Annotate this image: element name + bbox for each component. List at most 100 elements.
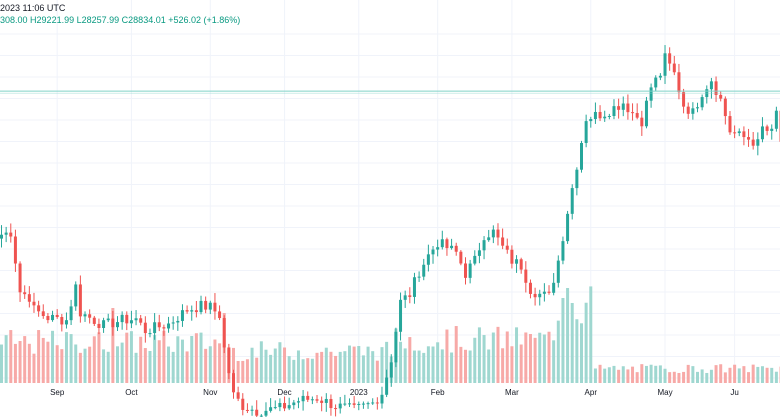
volume-bar bbox=[287, 356, 291, 383]
x-tick-label: Sep bbox=[50, 388, 65, 397]
volume-bar bbox=[584, 302, 588, 383]
volume-bar bbox=[477, 327, 481, 383]
candle-body bbox=[74, 284, 78, 307]
candle-body bbox=[218, 311, 222, 319]
candle-body bbox=[598, 111, 602, 119]
volume-bar bbox=[139, 336, 143, 383]
volume-bar bbox=[635, 372, 639, 383]
candle-body bbox=[556, 260, 560, 283]
volume-bar bbox=[176, 336, 180, 383]
candle-body bbox=[524, 269, 528, 283]
candle-body bbox=[719, 94, 723, 99]
candle-body bbox=[584, 121, 588, 143]
candle-body bbox=[157, 322, 161, 328]
candle-body bbox=[232, 373, 235, 393]
volume-bar bbox=[338, 351, 342, 383]
volume-bar bbox=[450, 352, 454, 383]
candle-body bbox=[649, 87, 653, 101]
candle-body bbox=[477, 250, 481, 256]
volume-bar bbox=[375, 360, 379, 383]
volume-bar bbox=[60, 349, 64, 383]
volume-bar bbox=[92, 336, 96, 383]
x-tick-label: Feb bbox=[431, 388, 445, 397]
candle-body bbox=[403, 295, 407, 300]
candle-body bbox=[139, 318, 143, 323]
volume-bar bbox=[185, 351, 189, 383]
candle-body bbox=[709, 81, 713, 90]
volume-bar bbox=[69, 334, 73, 383]
volume-bar bbox=[510, 346, 514, 383]
candle-body bbox=[760, 126, 764, 140]
candle-body bbox=[143, 322, 147, 334]
volume-bar bbox=[361, 355, 365, 383]
candle-body bbox=[352, 403, 356, 405]
volume-bar bbox=[153, 335, 157, 383]
candle-body bbox=[487, 237, 491, 241]
candle-body bbox=[612, 106, 616, 116]
candle-body bbox=[426, 254, 430, 265]
volume-bar bbox=[162, 330, 166, 383]
volume-bar bbox=[747, 372, 751, 383]
volume-bar bbox=[241, 360, 245, 383]
volume-bar bbox=[626, 369, 630, 383]
volume-bar bbox=[426, 346, 430, 383]
volume-bar bbox=[528, 333, 532, 383]
candle-body bbox=[306, 395, 310, 400]
candle-body bbox=[580, 142, 583, 170]
volume-bar bbox=[751, 364, 755, 383]
candle-body bbox=[259, 415, 263, 417]
volume-bar bbox=[524, 332, 528, 383]
volume-bar bbox=[496, 326, 500, 383]
candle-body bbox=[269, 407, 273, 411]
volume-bar bbox=[129, 331, 133, 383]
candle-body bbox=[440, 239, 444, 248]
volume-bar bbox=[696, 371, 699, 383]
volume-bar bbox=[468, 350, 472, 383]
candle-body bbox=[728, 116, 732, 133]
volume-bar bbox=[352, 346, 356, 383]
candle-body bbox=[640, 117, 644, 127]
candle-body bbox=[283, 402, 287, 409]
candle-body bbox=[751, 139, 755, 146]
candle-body bbox=[631, 112, 635, 114]
volume-bar bbox=[765, 367, 769, 383]
volume-bar bbox=[621, 366, 625, 383]
volume-bar bbox=[519, 344, 523, 383]
candle-body bbox=[431, 249, 435, 255]
volume-bar bbox=[714, 365, 718, 383]
candle-body bbox=[102, 320, 106, 328]
volume-bar bbox=[705, 372, 709, 383]
candle-body bbox=[23, 292, 27, 295]
volume-bar bbox=[631, 366, 635, 383]
volume-bar bbox=[756, 366, 760, 383]
candle-body bbox=[570, 188, 574, 214]
candle-body bbox=[533, 293, 537, 298]
candle-body bbox=[663, 53, 667, 76]
volume-bar bbox=[357, 346, 361, 383]
volume-bar bbox=[371, 351, 375, 383]
volume-bar bbox=[380, 347, 384, 383]
candle-body bbox=[723, 98, 727, 117]
candle-body bbox=[603, 116, 607, 119]
candle-body bbox=[287, 405, 291, 409]
volume-bar bbox=[208, 346, 212, 383]
time-axis: Sep Oct Nov Dec 2023 Feb Mar Apr May Ju bbox=[50, 388, 739, 397]
volume-bar bbox=[742, 366, 746, 383]
candle-body bbox=[27, 294, 31, 302]
volume-bar bbox=[343, 351, 347, 383]
candle-body bbox=[774, 110, 778, 129]
volume-bar bbox=[644, 365, 648, 383]
candle-body bbox=[366, 403, 370, 405]
candle-body bbox=[589, 119, 593, 122]
volume-bar bbox=[515, 327, 519, 383]
candle-body bbox=[320, 400, 324, 403]
volume-bar bbox=[473, 337, 477, 383]
candle-body bbox=[241, 398, 245, 410]
volume-bar bbox=[320, 351, 324, 383]
candle-body bbox=[668, 53, 672, 64]
candle-body bbox=[88, 314, 92, 318]
candle-body bbox=[273, 407, 277, 409]
candle-body bbox=[561, 241, 565, 261]
candle-body bbox=[617, 106, 621, 110]
